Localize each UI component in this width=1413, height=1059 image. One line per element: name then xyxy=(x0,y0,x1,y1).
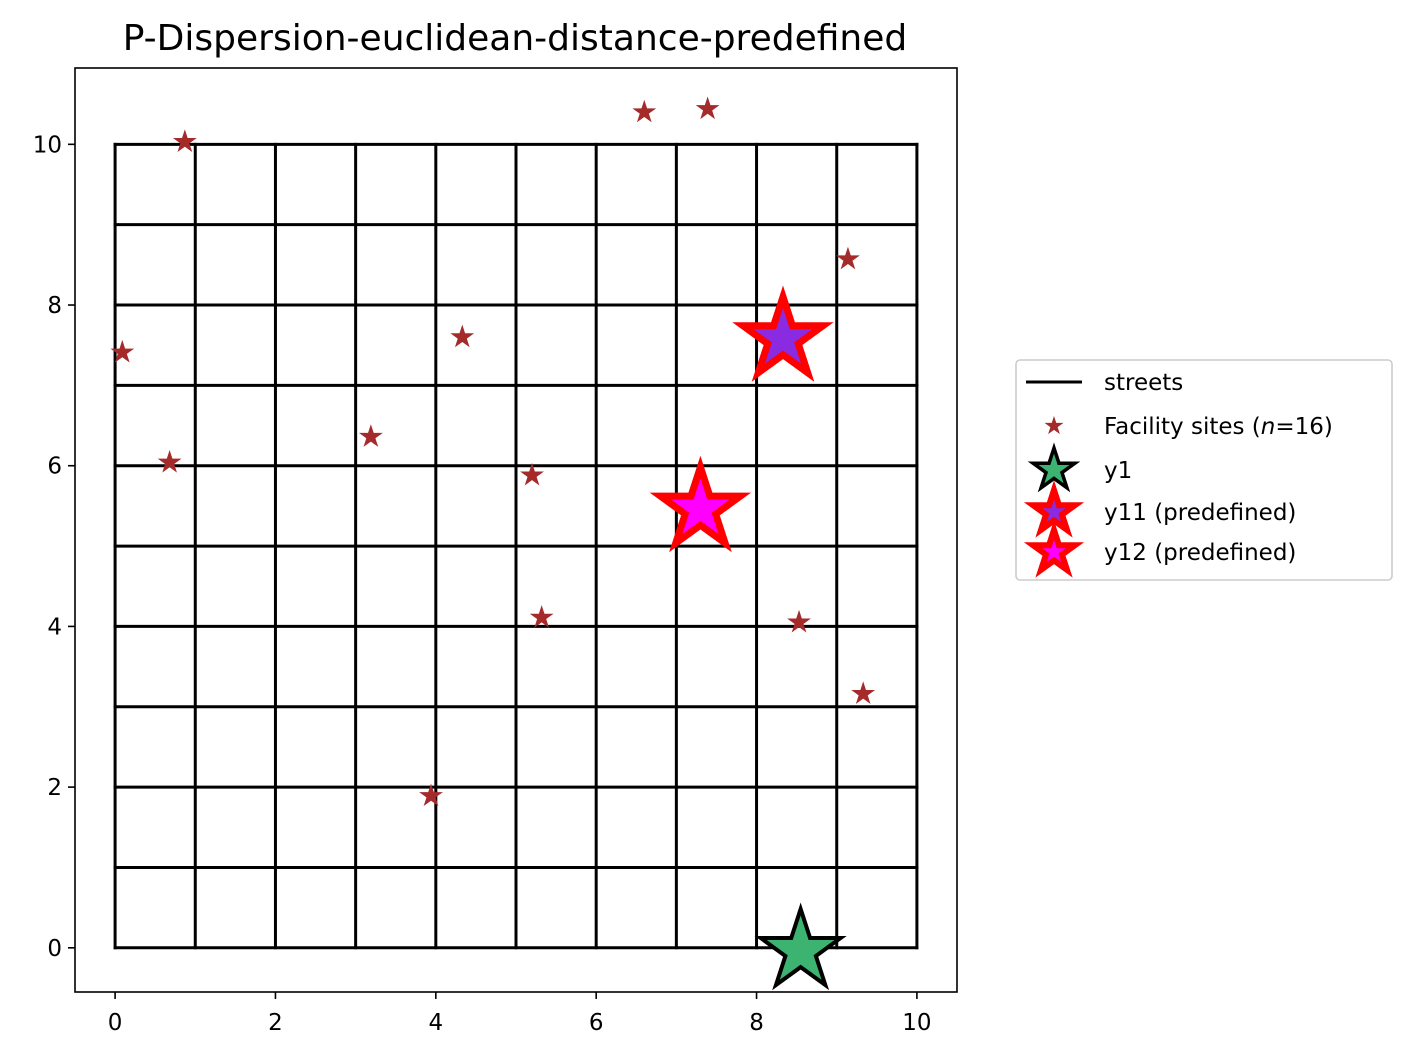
facility-site-point xyxy=(836,246,860,270)
facility-site-point xyxy=(851,681,876,705)
x-tick-label: 2 xyxy=(268,1010,283,1036)
chart-title: P-Dispersion-euclidean-distance-predefin… xyxy=(123,18,907,59)
legend-y11-label: y11 (predefined) xyxy=(1104,500,1296,526)
facility-site-point xyxy=(529,605,554,628)
y-tick-label: 8 xyxy=(47,293,62,319)
legend-facility-swatch xyxy=(1044,416,1064,435)
facility-site-point xyxy=(358,424,383,447)
legend-y12-swatch xyxy=(1023,520,1085,578)
plot-frame xyxy=(74,67,958,993)
facility-sites-layer xyxy=(110,96,876,962)
facility-site-point xyxy=(520,462,544,486)
x-tick-label: 0 xyxy=(108,1010,123,1036)
facility-site-point xyxy=(695,96,720,120)
x-tick-label: 6 xyxy=(589,1010,604,1036)
x-tick-label: 4 xyxy=(428,1010,443,1036)
y-tick-label: 4 xyxy=(47,614,62,640)
legend-y12-label: y12 (predefined) xyxy=(1104,540,1296,566)
facility-site-point xyxy=(419,783,443,807)
axis-ticks: 0 2 4 6 8 10 0 2 4 6 8 10 xyxy=(33,132,932,1036)
facility-site-point xyxy=(787,609,811,633)
facility-site-point xyxy=(110,339,135,363)
y-tick-label: 6 xyxy=(47,454,62,480)
y-tick-label: 2 xyxy=(47,775,62,801)
legend-box xyxy=(1015,359,1393,581)
legend-y1-swatch xyxy=(1027,442,1081,493)
x-tick-label: 10 xyxy=(902,1010,931,1036)
legend: streets Facility sites (n=16) y1 y11 (prede… xyxy=(1015,359,1393,581)
y-tick-label: 10 xyxy=(33,132,62,158)
legend-facility-label: Facility sites (n=16) xyxy=(1104,414,1333,440)
y-tick-label: 0 xyxy=(47,936,62,962)
facility-site-point xyxy=(632,99,657,123)
legend-y1-label: y1 xyxy=(1104,458,1132,484)
legend-streets-label: streets xyxy=(1104,370,1183,396)
x-tick-label: 8 xyxy=(749,1010,764,1036)
selected-facilities-layer xyxy=(649,285,847,991)
streets-layer xyxy=(113,142,919,950)
facility-site-point xyxy=(450,324,475,348)
facility-site-point xyxy=(172,129,197,153)
selected-facility-y12 xyxy=(649,455,752,553)
selected-facility-y11 xyxy=(732,285,834,382)
selected-facility-y1 xyxy=(754,902,847,991)
facility-site-point xyxy=(157,450,182,473)
